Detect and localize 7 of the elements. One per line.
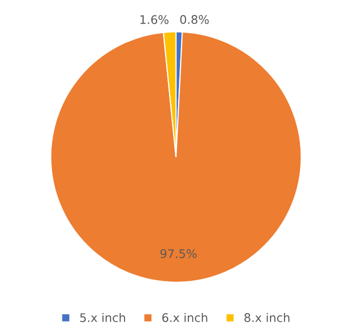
legend-label: 8.x inch: [244, 312, 290, 322]
legend-label: 5.x inch: [80, 312, 126, 322]
data-label: 97.5%: [160, 249, 197, 258]
data-label: 0.8%: [180, 15, 209, 24]
legend-label: 6.x inch: [162, 312, 208, 322]
data-label: 1.6%: [140, 15, 168, 24]
pie-slice: [50, 31, 302, 283]
